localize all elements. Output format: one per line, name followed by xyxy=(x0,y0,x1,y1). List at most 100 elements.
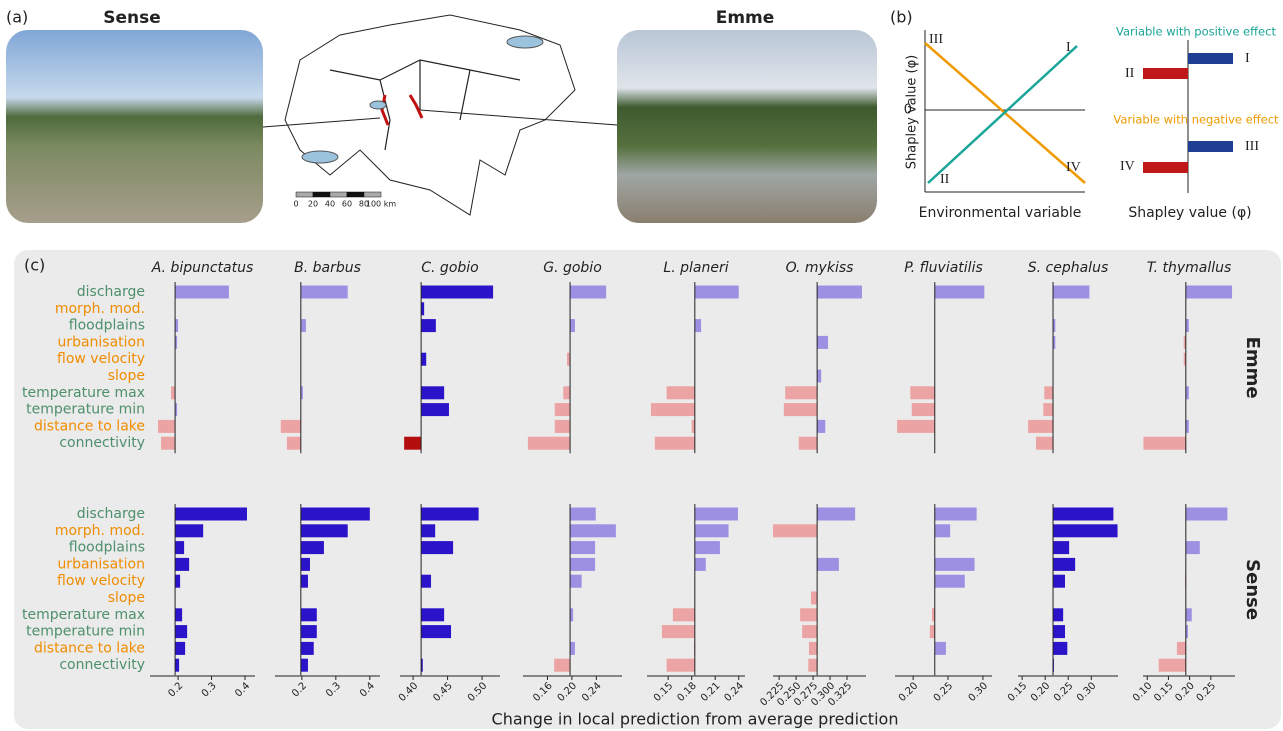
bar xyxy=(673,608,695,621)
species-title: B. barbus xyxy=(294,260,361,276)
bar xyxy=(175,541,184,554)
bar xyxy=(695,319,701,332)
bar xyxy=(1053,541,1069,554)
category-label: connectivity xyxy=(59,435,145,451)
bar-label: I xyxy=(1245,51,1250,66)
bar xyxy=(695,524,729,537)
bar xyxy=(1028,420,1053,433)
scale-label: 0 xyxy=(293,200,298,209)
bar xyxy=(662,625,695,638)
bar xyxy=(1043,403,1053,416)
bar xyxy=(175,558,189,571)
line-label: II xyxy=(940,172,950,187)
axis-title: Shapley value (φ) xyxy=(1128,205,1251,221)
bar xyxy=(912,403,935,416)
bar xyxy=(175,524,203,537)
bar xyxy=(802,625,817,638)
line-label: IV xyxy=(1066,160,1081,175)
photo-title: Emme xyxy=(716,8,775,28)
bar xyxy=(910,386,934,399)
scale-segment xyxy=(330,192,347,197)
category-label: temperature max xyxy=(22,607,145,623)
bar xyxy=(817,336,828,349)
panel-label: (b) xyxy=(890,8,913,27)
bar xyxy=(301,319,306,332)
bar xyxy=(1053,558,1075,571)
bar xyxy=(1053,625,1065,638)
species-title: L. planeri xyxy=(663,260,728,276)
lake xyxy=(507,36,543,48)
species-title: C. gobio xyxy=(421,260,478,276)
category-label: discharge xyxy=(77,506,145,522)
effect-title: Variable with positive effect xyxy=(1116,25,1276,39)
bar xyxy=(1186,286,1232,299)
bar xyxy=(175,608,182,621)
bar xyxy=(421,386,444,399)
bar xyxy=(695,541,720,554)
bar xyxy=(1053,642,1067,655)
figure: (a) Sense Emme 020406080100 km (b) Shapl… xyxy=(0,0,1283,731)
facet-label: Sense xyxy=(1242,559,1263,620)
bar xyxy=(784,403,817,416)
bar xyxy=(1186,608,1192,621)
scale-label: 60 xyxy=(342,200,352,209)
bar xyxy=(695,508,738,521)
bar xyxy=(651,403,695,416)
category-label: flow velocity xyxy=(57,351,145,367)
bar xyxy=(695,558,706,571)
category-label: temperature min xyxy=(26,402,145,418)
bar xyxy=(301,286,348,299)
scale-segment xyxy=(313,192,330,197)
bar xyxy=(301,558,310,571)
bar xyxy=(817,508,855,521)
bar xyxy=(301,659,308,672)
bar xyxy=(817,286,862,299)
bar xyxy=(421,524,435,537)
bar xyxy=(1053,575,1065,588)
bar xyxy=(555,420,570,433)
bar xyxy=(421,575,431,588)
scale-label: 100 km xyxy=(366,200,396,209)
bar xyxy=(158,420,175,433)
bar xyxy=(1044,386,1053,399)
bar xyxy=(667,659,695,672)
bar xyxy=(800,608,817,621)
effect-title: Variable with negative effect xyxy=(1113,113,1279,127)
category-label: morph. mod. xyxy=(55,523,145,539)
bar xyxy=(1186,508,1228,521)
bar xyxy=(301,541,324,554)
bar xyxy=(301,575,308,588)
bar xyxy=(817,370,821,383)
bar xyxy=(935,524,950,537)
scale-segment xyxy=(296,192,313,197)
facet-label: Emme xyxy=(1242,337,1263,399)
category-label: urbanisation xyxy=(57,556,145,572)
photo xyxy=(6,30,263,223)
bar xyxy=(1143,437,1185,450)
category-label: temperature max xyxy=(22,385,145,401)
species-title: G. gobio xyxy=(543,260,602,276)
bar xyxy=(175,625,187,638)
bar xyxy=(695,286,739,299)
photo xyxy=(617,30,877,223)
bar xyxy=(421,608,444,621)
bar xyxy=(655,437,695,450)
bar xyxy=(175,642,185,655)
bar xyxy=(808,659,817,672)
line-label: I xyxy=(1066,40,1071,55)
x-axis-title: Change in local prediction from average … xyxy=(492,710,899,729)
bar xyxy=(897,420,935,433)
bar xyxy=(528,437,570,450)
page: (a) Sense Emme 020406080100 km (b) Shapl… xyxy=(0,0,1283,731)
schematic-bar xyxy=(1143,68,1188,79)
bar xyxy=(811,592,817,605)
species-title: O. mykiss xyxy=(786,260,854,276)
bar xyxy=(555,403,570,416)
bar xyxy=(175,286,229,299)
map-rivers xyxy=(330,60,520,150)
connector xyxy=(263,118,380,127)
bar xyxy=(301,524,348,537)
panel-label: (a) xyxy=(6,8,28,27)
bar xyxy=(935,642,946,655)
